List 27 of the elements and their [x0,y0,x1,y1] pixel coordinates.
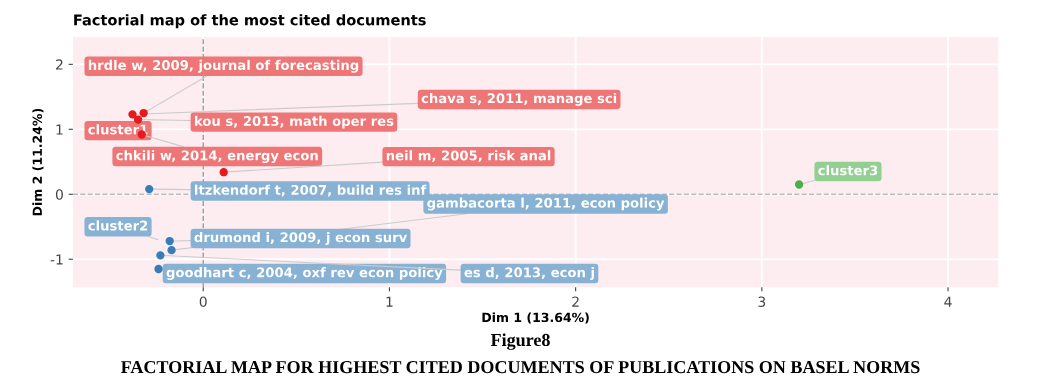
x-tick-label: 4 [944,296,952,307]
x-tick-label: 1 [386,296,393,307]
x-tick-label: 2 [572,296,579,307]
text: FACTORIAL MAP FOR HIGHEST CITED DOCUMENTS OF PUBLICATIONS ON BASEL NORMS [120,361,920,374]
annotation: hrdle w, 2009, journal of forecasting [88,59,359,73]
y-tick-label: 1 [56,124,63,135]
annotation: chkili w, 2014, energy econ [116,150,318,164]
annotation: drumond i, 2009, j econ surv [194,232,408,245]
annotation: kou s, 2013, math oper res [195,115,394,129]
y-axis-title: Dim 2 (11.24%) [32,108,44,216]
series-label: cluster3 [818,165,878,176]
annotation: es d, 2013, econ j [464,267,594,280]
annotation: chava s, 2011, manage sci [421,92,617,106]
x-axis-title: Dim 1 (13.64%) [482,312,589,324]
x-tick-label: 3 [758,296,766,307]
annotation: neil m, 2005, risk anal [386,150,551,163]
annotation: ltzkendorf t, 2007, build res inf [195,184,427,197]
annotation: gambacorta l, 2011, econ policy [427,197,665,211]
y-tick-label: -1 [50,254,63,265]
series-label: cluster1 [88,124,148,135]
y-tick-label: 2 [56,59,63,70]
annotation: goodhart c, 2004, oxf rev econ policy [166,267,443,280]
chart-title: Factorial map of the most cited documents [74,14,426,29]
x-tick-label: 0 [199,296,207,307]
y-tick-label: 0 [55,189,63,200]
series-label: cluster2 [88,220,148,231]
caption: Figure8 [490,333,550,350]
